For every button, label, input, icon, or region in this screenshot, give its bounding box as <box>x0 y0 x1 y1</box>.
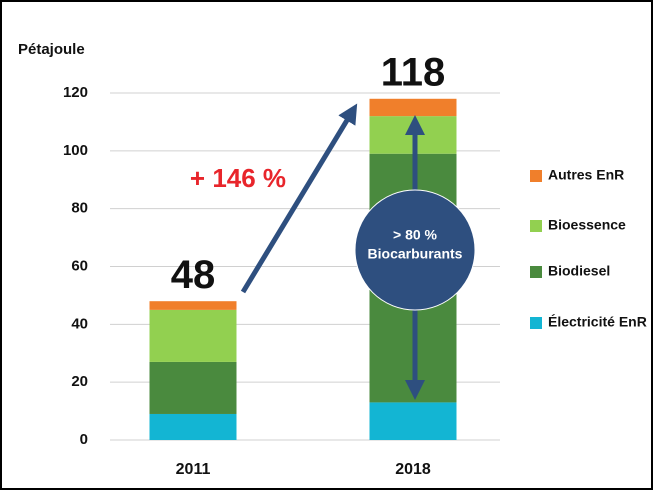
legend-label: Autres EnR <box>548 167 624 183</box>
y-tick-label: 40 <box>71 315 88 332</box>
total-label: 48 <box>171 253 216 297</box>
x-tick-label: 2011 <box>176 461 211 478</box>
share-annotation-label: Biocarburants <box>368 246 463 262</box>
y-tick-label: 0 <box>80 431 88 448</box>
legend-swatch <box>530 220 542 232</box>
y-tick-label: 80 <box>71 200 88 217</box>
legend-label: Bioessence <box>548 217 626 233</box>
share-annotation: > 80 % <box>393 227 438 243</box>
legend-swatch <box>530 266 542 278</box>
y-tick-label: 120 <box>63 84 88 101</box>
bar-segment <box>149 361 237 414</box>
y-tick-label: 60 <box>71 257 88 274</box>
bar-segment <box>149 413 237 440</box>
legend-swatch <box>530 170 542 182</box>
legend-label: Biodiesel <box>548 263 610 279</box>
growth-arrow <box>240 103 358 294</box>
share-badge <box>354 189 476 311</box>
bar-segment <box>369 402 457 440</box>
growth-annotation: + 146 % <box>190 163 286 193</box>
bar-segment <box>369 98 457 117</box>
bar-segment <box>149 309 237 362</box>
bar-segment <box>149 301 237 310</box>
legend-label: Électricité EnR <box>548 314 647 330</box>
x-tick-label: 2018 <box>395 461 431 478</box>
legend-swatch <box>530 317 542 329</box>
total-label: 118 <box>381 50 446 94</box>
y-axis-label: Pétajoule <box>18 41 85 58</box>
y-tick-label: 20 <box>71 373 88 390</box>
y-tick-label: 100 <box>63 142 88 159</box>
